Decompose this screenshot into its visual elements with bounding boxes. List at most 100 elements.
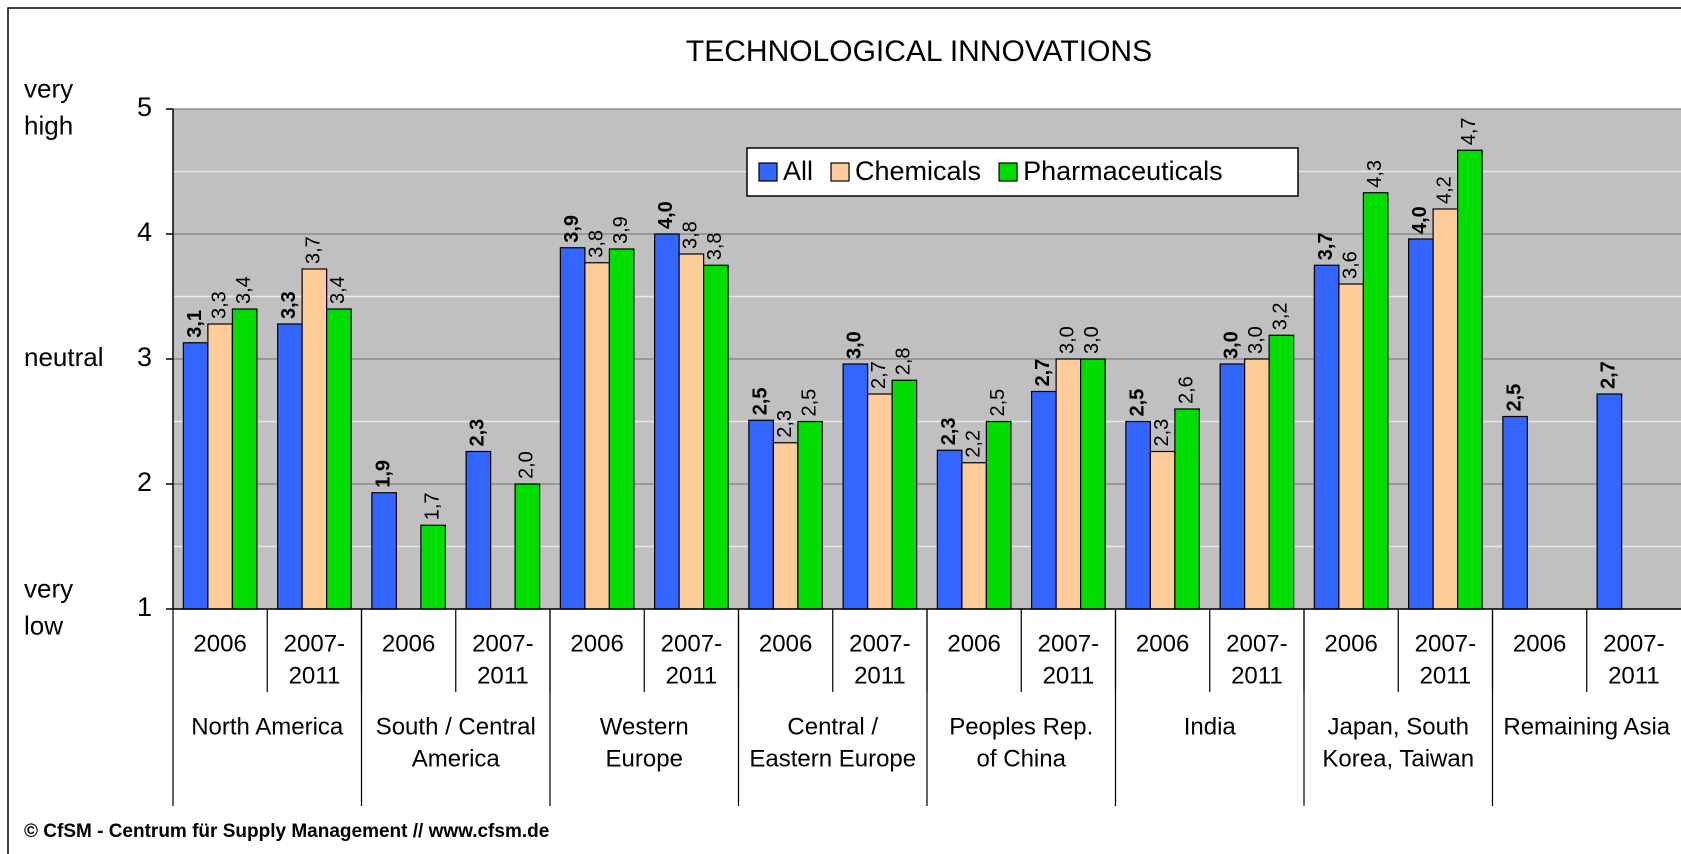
value-label: 2,5 bbox=[798, 389, 820, 417]
bar bbox=[1596, 393, 1623, 610]
bar bbox=[1080, 358, 1106, 610]
value-label: 3,7 bbox=[1315, 232, 1337, 260]
bar bbox=[1174, 408, 1200, 610]
bar bbox=[1313, 264, 1340, 610]
bar bbox=[301, 268, 328, 610]
bar bbox=[1219, 363, 1246, 610]
bar bbox=[1244, 358, 1270, 610]
bar bbox=[608, 248, 635, 610]
bar bbox=[277, 323, 303, 610]
x-tick-label: 2007- bbox=[1038, 630, 1099, 657]
bar bbox=[985, 420, 1012, 610]
value-label: 3,0 bbox=[1081, 326, 1103, 354]
value-label: 4,0 bbox=[1409, 206, 1431, 234]
group-label: Peoples Rep. bbox=[949, 713, 1093, 740]
x-tick-label: 2011 bbox=[1231, 662, 1283, 689]
value-label: 2,5 bbox=[749, 387, 771, 415]
bar bbox=[1031, 390, 1057, 610]
value-label: 2,3 bbox=[467, 419, 489, 447]
bar bbox=[748, 419, 774, 610]
x-tick-label: 2011 bbox=[477, 662, 529, 689]
value-label: 1,7 bbox=[421, 492, 443, 520]
group-label: America bbox=[412, 745, 501, 772]
x-tick-label: 2011 bbox=[1608, 662, 1660, 689]
bar bbox=[961, 462, 987, 610]
value-label: 3,0 bbox=[844, 331, 866, 359]
bar bbox=[420, 524, 446, 610]
x-tick-label: 2006 bbox=[759, 630, 812, 657]
x-tick-label: 2006 bbox=[947, 630, 1000, 657]
value-label: 2,7 bbox=[1598, 361, 1620, 389]
y-tick-label: 5 bbox=[137, 92, 152, 122]
value-label: 2,3 bbox=[1151, 419, 1173, 447]
axis-annotation: very bbox=[24, 573, 73, 603]
value-label: 2,2 bbox=[962, 430, 984, 458]
bar bbox=[559, 247, 586, 610]
x-tick-label: 2006 bbox=[1136, 630, 1189, 657]
bar bbox=[654, 233, 680, 610]
x-tick-label: 2011 bbox=[1420, 662, 1472, 689]
value-label: 3,8 bbox=[680, 221, 702, 249]
value-label: 3,0 bbox=[1057, 326, 1079, 354]
x-tick-label: 2006 bbox=[1513, 630, 1566, 657]
group-label: Remaining Asia bbox=[1503, 713, 1670, 740]
y-tick-label: 3 bbox=[137, 342, 152, 372]
value-label: 4,3 bbox=[1364, 160, 1386, 188]
bar bbox=[1149, 450, 1176, 610]
y-tick-label: 4 bbox=[137, 217, 152, 247]
legend-label: Chemicals bbox=[855, 156, 981, 186]
bar bbox=[1502, 415, 1528, 610]
value-label: 2,5 bbox=[1503, 384, 1525, 412]
value-label: 2,3 bbox=[938, 417, 960, 445]
axis-annotation: neutral bbox=[24, 342, 104, 372]
bar bbox=[584, 262, 610, 610]
value-label: 2,7 bbox=[868, 361, 890, 389]
bar bbox=[1268, 334, 1295, 610]
x-tick-label: 2011 bbox=[666, 662, 718, 689]
value-label: 3,4 bbox=[233, 276, 255, 304]
bar bbox=[842, 363, 869, 610]
bar bbox=[1432, 208, 1459, 610]
value-label: 2,0 bbox=[516, 451, 538, 479]
bar bbox=[1408, 238, 1434, 610]
value-label: 2,3 bbox=[774, 410, 796, 438]
value-label: 4,0 bbox=[655, 201, 677, 229]
group-label: North America bbox=[191, 713, 344, 740]
bar bbox=[465, 450, 492, 610]
x-tick-label: 2007- bbox=[849, 630, 910, 657]
value-label: 3,0 bbox=[1221, 331, 1243, 359]
value-label: 1,9 bbox=[372, 460, 394, 488]
value-label: 4,7 bbox=[1458, 117, 1480, 145]
value-label: 3,0 bbox=[1245, 326, 1267, 354]
axis-annotation: very bbox=[24, 73, 73, 103]
bar bbox=[678, 253, 705, 610]
group-label: Eastern Europe bbox=[749, 745, 916, 772]
bar bbox=[936, 449, 963, 610]
x-tick-label: 2011 bbox=[854, 662, 906, 689]
x-tick-label: 2007- bbox=[661, 630, 722, 657]
x-tick-label: 2011 bbox=[289, 662, 341, 689]
value-label: 3,4 bbox=[327, 276, 349, 304]
value-label: 2,5 bbox=[987, 389, 1009, 417]
value-label: 3,9 bbox=[610, 216, 632, 244]
x-tick-label: 2007- bbox=[1226, 630, 1287, 657]
x-tick-label: 2006 bbox=[570, 630, 623, 657]
value-label: 2,5 bbox=[1126, 389, 1148, 417]
bar bbox=[772, 442, 799, 610]
x-tick-label: 2007- bbox=[1603, 630, 1664, 657]
group-label: Korea, Taiwan bbox=[1322, 745, 1474, 772]
axis-annotation: low bbox=[24, 610, 63, 640]
value-label: 3,7 bbox=[303, 236, 325, 264]
group-label: India bbox=[1184, 713, 1237, 740]
bar bbox=[326, 308, 352, 610]
y-tick-label: 2 bbox=[137, 467, 152, 497]
x-tick-label: 2011 bbox=[1043, 662, 1095, 689]
x-tick-label: 2007- bbox=[284, 630, 345, 657]
legend-label: Pharmaceuticals bbox=[1023, 156, 1223, 186]
bar bbox=[514, 483, 541, 610]
chart-title: TECHNOLOGICAL INNOVATIONS bbox=[686, 35, 1152, 68]
value-label: 3,1 bbox=[184, 310, 206, 338]
legend-swatch bbox=[998, 162, 1018, 182]
x-tick-label: 2007- bbox=[1415, 630, 1476, 657]
